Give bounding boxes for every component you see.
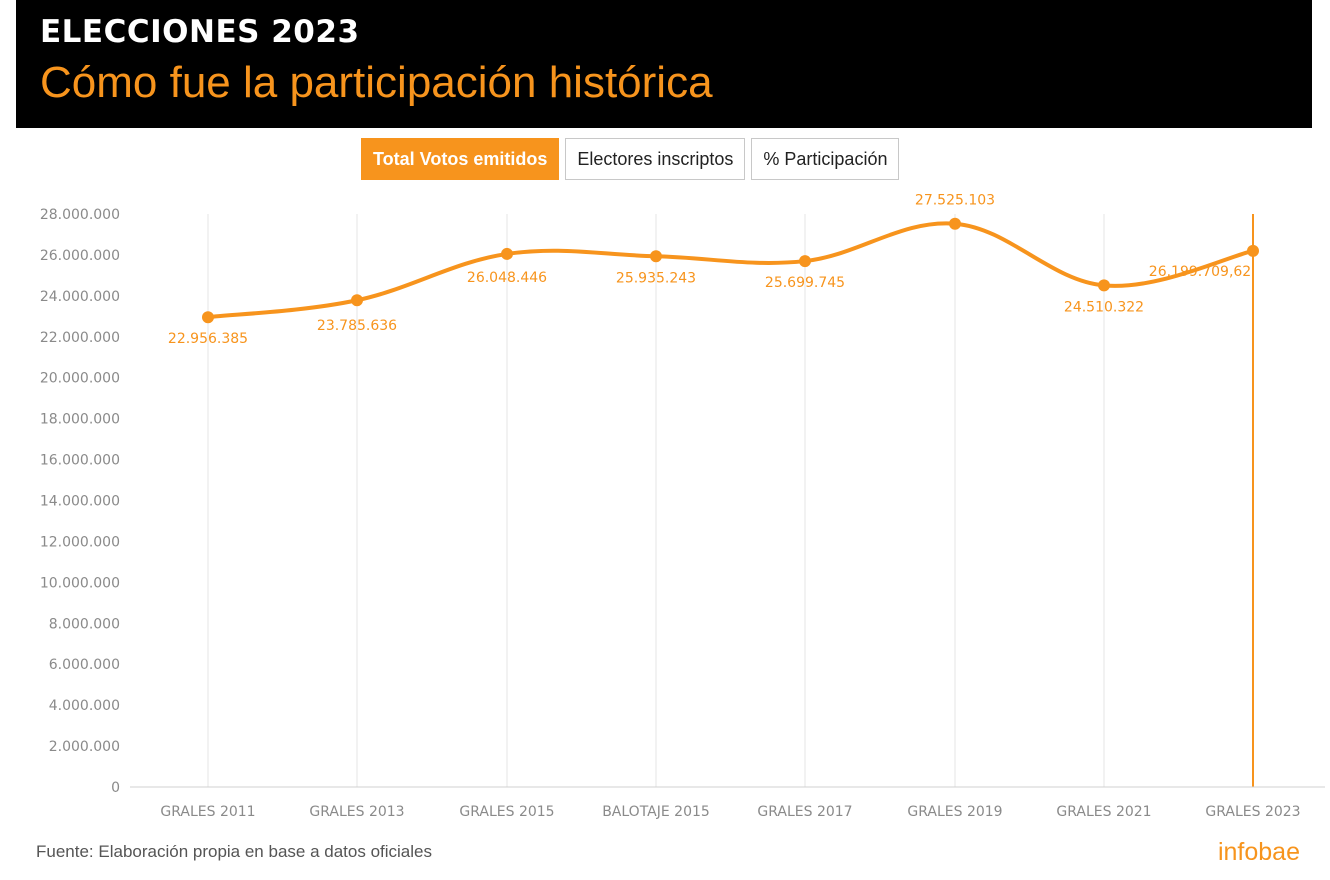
y-tick-label: 12.000.000 (40, 534, 120, 550)
series-line (206, 221, 1255, 320)
y-axis-ticks: 0 2.000.000 4.000.000 6.000.000 8.000.000 10.… (40, 207, 120, 796)
y-tick-label: 20.000.000 (40, 371, 120, 387)
data-label: 25.935.243 (616, 270, 696, 286)
grid-layer (130, 214, 1325, 788)
x-tick-label: GRALES 2021 (1056, 804, 1151, 820)
y-tick-label: 0 (111, 780, 120, 796)
data-point[interactable] (650, 250, 662, 263)
y-tick-label: 14.000.000 (40, 494, 120, 510)
y-tick-label: 18.000.000 (40, 412, 120, 428)
tab-participacion[interactable]: % Participación (751, 138, 900, 180)
data-point[interactable] (202, 311, 214, 324)
x-tick-label: GRALES 2023 (1205, 804, 1300, 820)
tab-total-votos[interactable]: Total Votos emitidos (361, 138, 560, 180)
x-tick-label: GRALES 2015 (459, 804, 554, 820)
data-point[interactable] (1098, 279, 1110, 292)
x-tick-label: GRALES 2019 (907, 804, 1002, 820)
data-label: 26.048.446 (467, 270, 547, 286)
x-axis-ticks: GRALES 2011 GRALES 2013 GRALES 2015 BALOTAJ… (160, 804, 1300, 820)
y-tick-label: 22.000.000 (40, 330, 120, 346)
data-labels-layer: 22.956.385 23.785.636 26.048.446 25.935.243… (168, 193, 1251, 347)
data-label: 26.199.709,62 (1149, 264, 1251, 280)
header-banner: ELECCIONES 2023 Cómo fue la participació… (16, 0, 1312, 128)
data-label: 23.785.636 (317, 318, 397, 334)
brand-logo: infobae (1217, 838, 1300, 866)
data-point[interactable] (351, 294, 363, 307)
y-tick-label: 10.000.000 (40, 575, 120, 591)
data-point[interactable] (799, 255, 811, 268)
y-tick-label: 24.000.000 (40, 289, 120, 305)
data-point[interactable] (1247, 244, 1259, 257)
x-tick-label: BALOTAJE 2015 (602, 804, 710, 820)
header-kicker: ELECCIONES 2023 (40, 14, 360, 50)
x-tick-label: GRALES 2011 (160, 804, 255, 820)
data-point[interactable] (949, 217, 961, 230)
y-tick-label: 2.000.000 (49, 739, 120, 755)
y-tick-label: 4.000.000 (49, 698, 120, 714)
data-point[interactable] (501, 247, 513, 260)
source-note: Fuente: Elaboración propia en base a dat… (36, 842, 432, 861)
x-tick-label: GRALES 2013 (309, 804, 404, 820)
header-title: Cómo fue la participación histórica (40, 58, 713, 107)
line-chart: 0 2.000.000 4.000.000 6.000.000 8.000.000 10.… (40, 193, 1325, 820)
data-points-layer (202, 217, 1259, 324)
data-label: 25.699.745 (765, 275, 845, 291)
metric-tabs: Total Votos emitidos Electores inscripto… (361, 138, 900, 180)
y-tick-label: 28.000.000 (40, 207, 120, 223)
data-label: 24.510.322 (1064, 299, 1144, 315)
data-label: 27.525.103 (915, 193, 995, 209)
y-tick-label: 6.000.000 (49, 657, 120, 673)
data-label: 22.956.385 (168, 331, 248, 347)
y-tick-label: 8.000.000 (49, 616, 120, 632)
y-tick-label: 26.000.000 (40, 248, 120, 264)
series-line-layer (206, 221, 1255, 320)
y-tick-label: 16.000.000 (40, 453, 120, 469)
x-tick-label: GRALES 2017 (757, 804, 852, 820)
tab-electores-inscriptos[interactable]: Electores inscriptos (565, 138, 746, 180)
